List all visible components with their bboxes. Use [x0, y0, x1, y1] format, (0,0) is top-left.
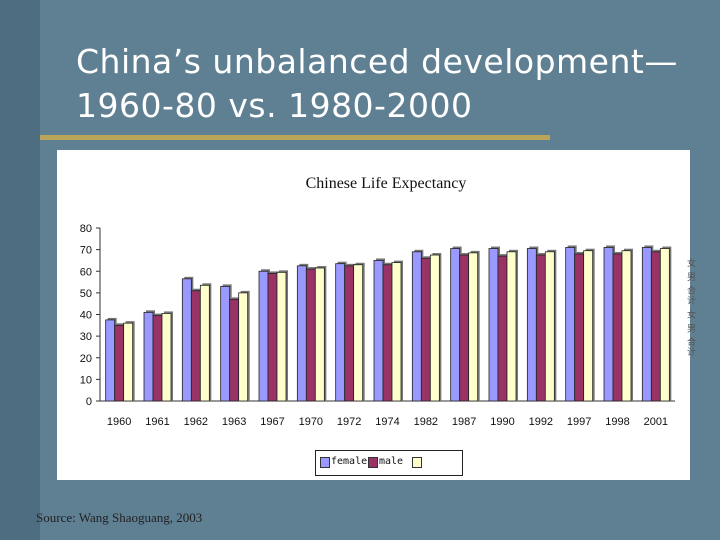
x-tick-label: 1974 [375, 416, 399, 428]
x-tick-label: 1963 [222, 416, 246, 428]
legend-swatch-female [320, 457, 330, 468]
y-tick-label: 10 [80, 374, 92, 386]
x-tick-label: 1961 [145, 416, 169, 428]
bar-male [612, 253, 623, 402]
slide-title-line1: China’s unbalanced development— [76, 42, 678, 81]
life-expectancy-chart: Chinese Life Expectancy 0 10 20 30 40 50 60 70 8… [80, 175, 675, 428]
bar-male [382, 264, 393, 402]
y-tick-label: 80 [80, 223, 92, 235]
y-tick-label: 50 [80, 288, 92, 300]
left-accent-band [0, 0, 40, 540]
x-tick-label: 1990 [490, 416, 514, 428]
bar-male [305, 268, 316, 402]
x-tick-label: 1960 [107, 416, 131, 428]
bar-series3 [353, 264, 364, 402]
bar-series3 [544, 251, 555, 402]
x-tick-label: 2001 [644, 416, 668, 428]
x-tick-label: 1967 [260, 416, 284, 428]
bar-female [526, 248, 537, 402]
bar-female [143, 311, 154, 402]
bar-series3 [276, 271, 287, 402]
bar-female [641, 247, 652, 402]
x-tick-label: 1992 [529, 416, 553, 428]
bar-male [152, 315, 163, 402]
bar-female [373, 260, 384, 402]
bar-female [335, 263, 346, 402]
bar-series3 [621, 250, 632, 402]
legend-swatch-male [368, 457, 378, 468]
bar-male [344, 265, 355, 402]
y-tick-label: 0 [86, 396, 92, 408]
x-tick-label: 1962 [184, 416, 208, 428]
bar-series3 [468, 252, 479, 402]
bar-male [650, 251, 661, 402]
bar-male [459, 254, 470, 402]
x-tick-label: 1998 [605, 416, 629, 428]
bar-series3 [238, 292, 249, 402]
x-tick-label: 1982 [414, 416, 438, 428]
bar-male [535, 254, 546, 402]
chart-title: Chinese Life Expectancy [306, 175, 467, 192]
bar-female [488, 248, 499, 402]
x-tick-label: 1997 [567, 416, 591, 428]
bar-female [258, 270, 269, 402]
x-tick-label: 1987 [452, 416, 476, 428]
bar-series3 [391, 262, 402, 402]
bar-male [497, 255, 508, 402]
bar-series3 [161, 313, 172, 402]
bar-series3 [123, 322, 134, 402]
x-tick-label: 1972 [337, 416, 361, 428]
bar-male [114, 324, 125, 402]
bar-female [565, 247, 576, 402]
bar-female [296, 265, 307, 402]
bar-male [420, 257, 431, 402]
bar-series3 [659, 248, 670, 402]
title-underline-rule [40, 135, 550, 140]
y-tick-label: 30 [80, 331, 92, 343]
source-note: Source: Wang Shaoguang, 2003 [36, 510, 203, 525]
bar-female [450, 248, 461, 402]
bar-male [190, 290, 201, 402]
y-tick-label: 70 [80, 245, 92, 257]
x-tick-label: 1970 [299, 416, 323, 428]
bar-series3 [429, 254, 440, 402]
slide-title-line2: 1960-80 vs. 1980-2000 [76, 86, 473, 125]
bar-male [229, 298, 240, 402]
y-tick-label: 60 [80, 266, 92, 278]
legend-label-male: male [379, 456, 404, 467]
bar-female [411, 251, 422, 402]
legend-swatch-total [412, 457, 422, 468]
bar-male [574, 253, 585, 402]
bar-male [267, 273, 278, 402]
bar-series3 [506, 251, 517, 402]
bar-female [220, 285, 231, 402]
legend-label-female: female [331, 456, 368, 467]
bar-series3 [314, 267, 325, 402]
chart-frame: Chinese Life Expectancy 0 10 20 30 40 50 60 70 8… [57, 150, 690, 480]
vertical-side-text: 女 男 合计 女 男 合计 [685, 258, 695, 358]
y-tick-label: 20 [80, 353, 92, 365]
bar-female [181, 278, 192, 402]
slide-title: China’s unbalanced development— 1960-80 … [76, 40, 716, 128]
y-tick-label: 40 [80, 310, 92, 322]
chart-legend: female male [315, 450, 463, 476]
bar-female [105, 319, 116, 402]
bar-female [603, 247, 614, 402]
bar-series3 [199, 284, 210, 402]
bar-series3 [583, 250, 594, 402]
